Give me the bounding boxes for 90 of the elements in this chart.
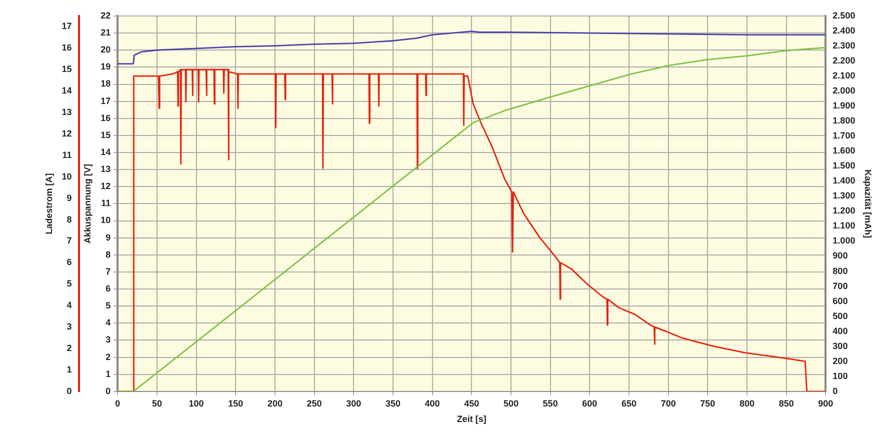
y3-tick-label: 15 xyxy=(62,64,72,74)
y2-tick-label: 400 xyxy=(832,326,848,336)
y-tick-label: 7 xyxy=(106,266,111,276)
y2-tick-label: 700 xyxy=(832,280,848,291)
y3-tick-label: 14 xyxy=(62,86,72,96)
x-tick-label: 250 xyxy=(306,398,322,408)
y2-tick-label: 1.100 xyxy=(832,220,856,231)
y-tick-label: 14 xyxy=(100,146,111,157)
y2-tick-label: 100 xyxy=(832,370,848,381)
x-axis-title: Zeit [s] xyxy=(456,414,486,424)
y2-tick-label: 900 xyxy=(832,250,848,261)
y-tick-label: 20 xyxy=(100,44,111,55)
y3-tick-label: 9 xyxy=(66,192,72,203)
y3-tick-label: 1 xyxy=(66,364,72,374)
y3-tick-label: 13 xyxy=(62,107,72,118)
y-tick-label: 1 xyxy=(106,368,111,379)
y-tick-label: 13 xyxy=(100,164,111,174)
x-tick-label: 900 xyxy=(818,398,834,408)
x-tick-label: 650 xyxy=(621,398,637,408)
x-tick-label: 500 xyxy=(503,398,518,408)
x-tick-label: 700 xyxy=(660,398,676,408)
x-tick-label: 600 xyxy=(582,398,598,408)
y-tick-label: 17 xyxy=(100,96,111,106)
y2-tick-label: 1.600 xyxy=(832,146,856,156)
y-tick-label: 5 xyxy=(106,300,111,311)
y-tick-label: 8 xyxy=(106,249,111,260)
y-tick-label: 4 xyxy=(106,318,111,328)
y2-tick-label: 2.200 xyxy=(832,56,856,66)
y2-tick-label: 0 xyxy=(832,386,838,396)
y3-tick-label: 2 xyxy=(66,342,72,353)
y2-tick-label: 1.900 xyxy=(832,100,856,111)
x-tick-label: 400 xyxy=(424,398,440,408)
x-tick-label: 800 xyxy=(739,398,755,408)
y3-tick-label: 8 xyxy=(66,214,72,224)
y2-tick-label: 1.700 xyxy=(832,130,856,141)
x-tick-label: 450 xyxy=(464,398,480,408)
y2-tick-label: 500 xyxy=(832,310,848,321)
y-tick-label: 9 xyxy=(106,232,111,242)
y2-tick-label: 2.500 xyxy=(832,10,856,20)
y2-tick-label: 1.400 xyxy=(832,176,856,186)
y-tick-label: 19 xyxy=(100,62,111,72)
y-axis-title: Akkuspannung [V] xyxy=(82,164,93,244)
y2-tick-label: 2.400 xyxy=(832,26,856,36)
y3-tick-label: 3 xyxy=(66,322,72,332)
y-tick-label: 3 xyxy=(106,334,111,345)
x-tick-label: 750 xyxy=(700,398,716,408)
y3-tick-label: 5 xyxy=(66,278,72,289)
y-tick-label: 10 xyxy=(100,215,111,226)
y-tick-label: 22 xyxy=(100,10,111,20)
y3-tick-label: 12 xyxy=(62,128,72,138)
y2-tick-label: 800 xyxy=(832,266,848,276)
y-tick-label: 18 xyxy=(100,78,111,89)
x-tick-label: 150 xyxy=(228,398,244,408)
y-tick-label: 12 xyxy=(100,181,111,192)
y2-tick-label: 600 xyxy=(832,296,848,306)
y-tick-label: 16 xyxy=(100,112,111,123)
y3-tick-label: 11 xyxy=(62,150,72,160)
y-tick-label: 6 xyxy=(106,284,111,294)
y2-tick-label: 1.200 xyxy=(832,206,856,216)
x-tick-label: 200 xyxy=(267,398,282,408)
x-tick-label: 0 xyxy=(115,398,120,408)
y2-tick-label: 1.800 xyxy=(832,116,856,126)
x-tick-label: 350 xyxy=(385,398,400,408)
y3-tick-label: 7 xyxy=(66,236,72,246)
y2-tick-label: 200 xyxy=(832,356,848,366)
y-tick-label: 15 xyxy=(100,130,111,140)
x-tick-label: 100 xyxy=(188,398,204,408)
y-tick-label: 21 xyxy=(100,28,111,38)
y2-tick-label: 1.000 xyxy=(832,236,856,246)
x-tick-label: 850 xyxy=(778,398,794,408)
y2-tick-label: 1.500 xyxy=(832,160,856,171)
y3-tick-label: 17 xyxy=(62,21,72,32)
x-tick-label: 550 xyxy=(542,398,558,408)
y2-tick-label: 2.100 xyxy=(832,70,856,81)
y2-tick-label: 2.300 xyxy=(832,40,856,51)
y2-tick-label: 300 xyxy=(832,340,848,351)
y3-tick-label: 0 xyxy=(66,386,72,396)
y2-tick-label: 2.000 xyxy=(832,86,856,96)
y-tick-label: 2 xyxy=(106,352,111,362)
y3-tick-label: 6 xyxy=(66,257,72,268)
y-tick-label: 11 xyxy=(101,198,111,208)
y3-axis-title: Ladestrom [A] xyxy=(44,173,54,234)
y3-tick-label: 10 xyxy=(62,171,72,182)
y2-axis-title: Kapazität [mAh] xyxy=(863,169,874,238)
x-tick-label: 50 xyxy=(152,398,162,408)
y3-tick-label: 16 xyxy=(62,42,72,53)
x-tick-label: 300 xyxy=(346,398,362,408)
y3-tick-label: 4 xyxy=(66,300,72,310)
y2-tick-label: 1.300 xyxy=(832,190,856,201)
y-tick-label: 0 xyxy=(106,386,111,396)
